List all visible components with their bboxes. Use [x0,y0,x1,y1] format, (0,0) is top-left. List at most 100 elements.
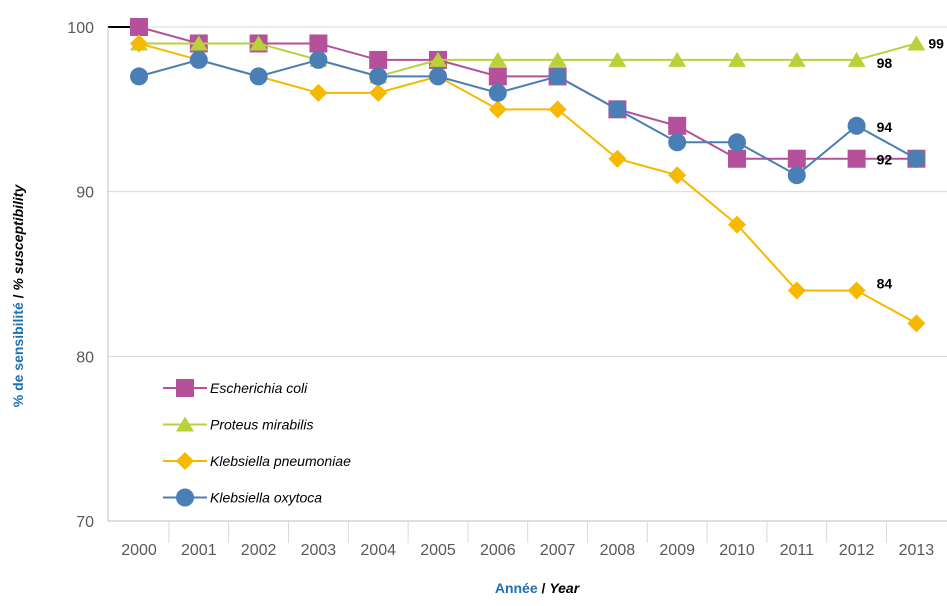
data-point-diamond [847,281,866,300]
series-line [138,42,917,325]
data-series [130,18,926,333]
y-axis-title-sep: / [10,291,26,303]
data-point-triangle [847,51,866,67]
data-label-92: 92 [877,152,893,168]
data-point-circle [668,133,687,152]
x-tick-label-2002: 2002 [241,542,277,559]
data-point-circle [787,166,806,185]
legend-item-klebsiella-pneumoniae: Klebsiella pneumoniae [163,452,351,470]
legend-item-klebsiella-oxytoca: Klebsiella oxytoca [163,488,322,507]
data-point-diamond [728,215,746,234]
x-axis-title: Année / Year [495,580,581,596]
data-point-circle [548,67,567,86]
data-point-diamond [130,34,148,53]
data-point-triangle [429,51,447,67]
y-axis-title-en: % susceptibility [10,184,26,291]
data-point-square [369,50,388,69]
data-point-circle [249,67,268,86]
data-point-square [847,149,866,168]
series-line [138,26,917,160]
legend-label: Klebsiella pneumoniae [210,453,351,469]
x-tick-label-2011: 2011 [780,542,815,559]
data-point-square [668,116,687,135]
data-label-84: 84 [877,275,893,291]
legend-marker-circle [176,488,194,507]
data-point-triangle [787,51,806,67]
data-point-circle [728,133,746,152]
series-klebsiella-pneumoniae [130,34,926,333]
legend-marker-diamond [176,452,194,470]
data-point-circle [488,83,507,102]
x-tick-label-2008: 2008 [600,542,636,559]
series-escherichia-coli [130,18,926,168]
y-tick-label-80: 80 [76,349,94,366]
legend-item-proteus-mirabilis: Proteus mirabilis [163,416,313,433]
x-tick-label-2010: 2010 [719,542,755,559]
y-tick-label-90: 90 [76,185,94,202]
legend-marker-triangle [176,416,194,432]
data-point-diamond [787,281,806,300]
data-label-99: 99 [928,35,944,51]
data-point-triangle [907,35,926,51]
data-point-circle [429,67,447,86]
data-point-diamond [608,149,627,168]
data-point-circle [608,100,627,119]
data-point-diamond [548,100,567,119]
data-point-circle [130,67,148,86]
x-tick-label-2000: 2000 [121,542,157,559]
x-axis-title-sep: / [538,580,550,596]
data-point-triangle [548,51,567,67]
x-tick-label-2006: 2006 [480,542,516,559]
data-point-circle [369,67,388,86]
data-point-diamond [488,100,507,119]
data-point-triangle [608,51,627,67]
data-point-circle [847,116,866,135]
x-tick-labels: 2000 2001 2002 2003 2004 2005 2006 2007 2008 2009… [121,542,934,559]
x-tick-label-2005: 2005 [420,542,456,559]
data-point-triangle [728,51,746,67]
data-point-diamond [369,83,388,102]
data-point-circle [907,149,926,168]
x-tick-label-2012: 2012 [839,542,875,559]
axes [107,26,947,543]
x-tick-label-2001: 2001 [181,542,217,559]
data-point-square [130,18,148,36]
x-tick-label-2007: 2007 [540,542,576,559]
data-point-triangle [668,51,687,67]
y-axis-title-fr: % de sensibilité [10,302,26,407]
series-line [139,42,917,78]
legend-label: Klebsiella oxytoca [210,490,322,506]
data-label-94: 94 [877,119,893,135]
data-point-diamond [309,83,328,102]
legend-label: Proteus mirabilis [210,417,313,433]
y-axis-title: % de sensibilité / % susceptibility [10,184,26,408]
data-point-triangle [189,35,208,51]
legend-marker-square [176,379,194,397]
y-tick-label-100: 100 [67,20,94,37]
x-axis-title-fr: Année [495,580,538,596]
x-axis-title-en: Year [549,580,580,596]
y-tick-labels: 70 80 90 100 [67,20,94,531]
data-label-98: 98 [877,55,893,71]
data-point-square [728,149,746,168]
data-point-diamond [907,314,926,333]
gridlines [108,26,947,522]
data-point-triangle [249,35,268,51]
x-tick-label-2004: 2004 [360,542,396,559]
data-point-triangle [488,51,507,67]
legend-label: Escherichia coli [210,380,308,396]
legend: Escherichia coli Proteus mirabilis Klebsie… [163,379,351,507]
x-tick-label-2003: 2003 [301,542,337,559]
y-tick-label-70: 70 [76,514,94,531]
series-proteus-mirabilis [130,35,926,84]
data-point-square [488,67,507,86]
data-point-square [309,34,328,53]
legend-item-escherichia-coli: Escherichia coli [163,379,308,397]
data-point-circle [309,50,328,69]
x-tick-label-2013: 2013 [899,542,935,559]
series-line [138,58,917,177]
series-klebsiella-oxytoca [130,50,926,185]
data-labels: 99 98 94 92 84 [877,35,945,291]
data-point-circle [189,50,208,69]
